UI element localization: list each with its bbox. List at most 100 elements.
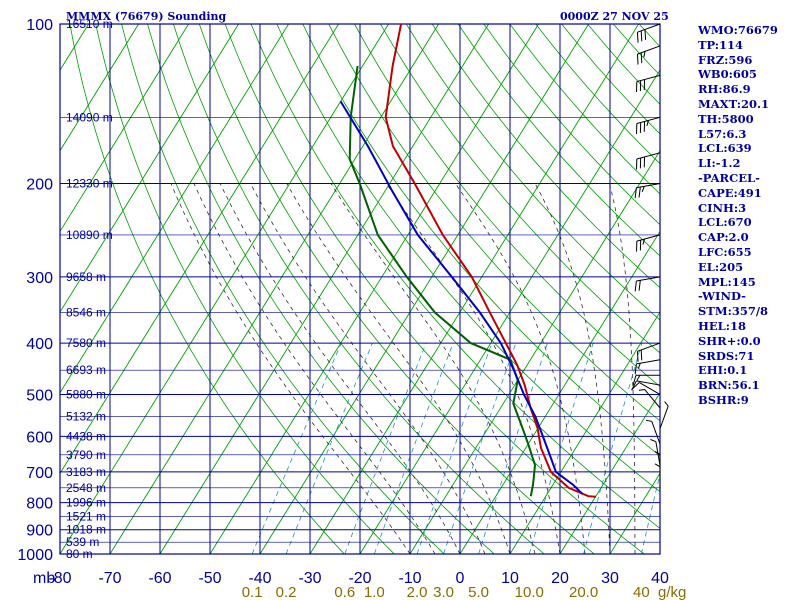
stat-line: SHR+:0.0	[698, 333, 761, 348]
wind-barb-staff	[636, 74, 661, 83]
temperature-label: 30	[601, 570, 619, 587]
isotherm-line	[459, 230, 660, 554]
mixing-ratio-line	[641, 472, 660, 554]
pressure-label: 200	[26, 177, 53, 194]
height-label: 1018 m	[66, 523, 106, 537]
stat-line: LCL:670	[698, 215, 752, 230]
temperature-label: -80	[48, 570, 71, 587]
stat-line: MPL:145	[698, 274, 756, 289]
pressure-unit-label: mb	[33, 570, 55, 587]
pressure-label: 700	[26, 465, 53, 482]
wind-barb-flag	[644, 29, 647, 40]
wind-barb-flag	[636, 32, 639, 43]
pressure-label: 1000	[17, 547, 53, 564]
temperature-label: 20	[551, 570, 569, 587]
mixing-ratio-label: 0.2	[276, 584, 297, 600]
pressure-label: 500	[26, 387, 53, 404]
wind-barb	[636, 152, 661, 170]
stat-line: TH:5800	[698, 111, 754, 126]
stat-line: BRN:56.1	[698, 378, 760, 393]
wind-barb	[659, 401, 669, 429]
moist-adiabat	[250, 183, 486, 554]
mixing-ratio-label: 5.0	[468, 584, 489, 600]
stat-line: -PARCEL-	[698, 170, 760, 185]
wind-barb	[634, 276, 661, 292]
temperature-label: -30	[298, 570, 321, 587]
height-label: 7580 m	[66, 336, 106, 350]
mixing-ratio-label: 0.6	[334, 584, 355, 600]
temperature-label: 0	[456, 570, 465, 587]
stat-line: CAPE:491	[698, 185, 762, 200]
isotherm-line	[60, 24, 339, 475]
wind-barb-flag	[638, 388, 645, 391]
height-label: 80 m	[66, 547, 93, 561]
grid	[59, 23, 661, 555]
stat-line: -WIND-	[698, 289, 746, 304]
temperature-label: -70	[98, 570, 121, 587]
wind-barb-staff	[636, 380, 661, 386]
wind-barb-staff	[644, 389, 661, 409]
isotherm-line	[159, 24, 489, 554]
profile-temperature	[384, 24, 597, 498]
wind-barb-flag	[636, 375, 641, 381]
profile-parcel	[339, 100, 583, 495]
stat-line: L57:6.3	[698, 126, 747, 141]
pressure-label: 400	[26, 336, 53, 353]
moist-adiabat	[609, 183, 636, 554]
isotherm-line	[409, 149, 660, 554]
stat-line: HEL:18	[698, 318, 746, 333]
moist-adiabat	[219, 183, 461, 554]
height-label: 2548 m	[66, 481, 106, 495]
height-label: 1996 m	[66, 496, 106, 510]
mixing-ratio-line	[528, 342, 594, 554]
wind-barb	[636, 116, 661, 134]
isotherm-line	[60, 24, 189, 233]
stats-panel: WMO:76679 TP:114 FRZ:596 WB0:605 RH:86.9 MAXT…	[698, 23, 798, 408]
height-label: 14090 m	[66, 110, 113, 124]
wind-barb-flag	[650, 439, 657, 443]
wind-barb-flag	[643, 51, 646, 58]
moist-adiabat	[193, 183, 436, 554]
height-label: 5132 m	[66, 409, 106, 423]
height-label: 3183 m	[66, 465, 106, 479]
wind-barb	[654, 463, 661, 491]
isotherm-line	[559, 391, 660, 554]
height-label: 12330 m	[66, 177, 113, 191]
height-label: 16510 m	[66, 17, 113, 31]
mixing-ratio-label: 0.1	[242, 584, 263, 600]
temperature-label: -60	[148, 570, 171, 587]
wind-barb	[632, 374, 660, 386]
mixing-ratio-line	[583, 342, 643, 554]
moist-adiabat	[534, 183, 611, 554]
wind-barb-flag	[638, 186, 641, 198]
temperature-label: -20	[348, 570, 371, 587]
wind-barb-staff	[636, 152, 661, 160]
dry-adiabat	[121, 24, 445, 554]
moist-adiabat	[455, 183, 586, 554]
dry-adiabats	[60, 24, 660, 554]
wind-barb-flag	[634, 363, 637, 375]
height-label: 1521 m	[66, 510, 106, 524]
height-label: 10890 m	[66, 228, 113, 242]
plot-frame	[59, 23, 661, 555]
pressure-label: 100	[26, 17, 53, 34]
wind-barb-flag	[640, 30, 643, 42]
height-label: 3790 m	[66, 448, 106, 462]
isotherm-line	[509, 311, 660, 554]
stat-line: BSHR:9	[698, 392, 749, 407]
stat-line: LFC:655	[698, 244, 752, 259]
height-label: 8546 m	[66, 305, 106, 319]
mixing-ratio-line	[416, 342, 493, 554]
stat-line: WMO:76679	[698, 23, 778, 37]
wind-barb-flag	[631, 382, 640, 390]
isotherm-line	[209, 24, 539, 554]
mixing-ratio-label: 2.0	[407, 584, 428, 600]
wind-barb-flag	[634, 280, 637, 292]
mixing-ratio-label: 3.0	[433, 584, 454, 600]
isotherm-line	[359, 69, 660, 554]
height-label: 4438 m	[66, 429, 106, 443]
mixing-ratio-label: 40	[633, 584, 650, 600]
wind-barb	[638, 388, 661, 409]
wind-barb-staff	[651, 421, 661, 445]
